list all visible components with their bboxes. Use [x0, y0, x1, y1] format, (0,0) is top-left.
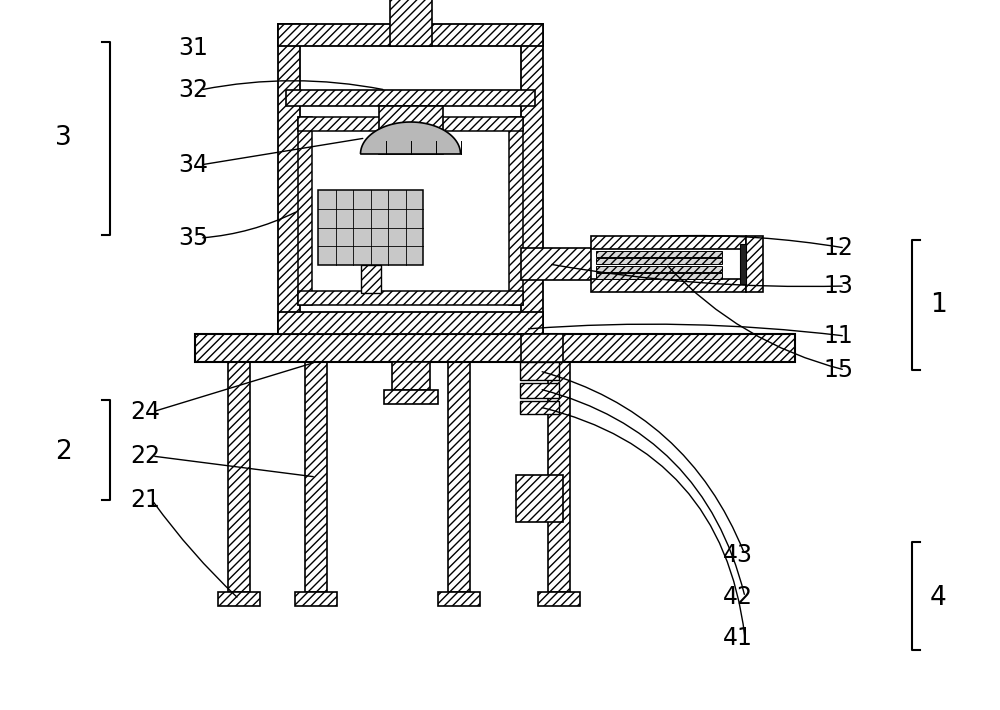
Bar — [305, 362, 327, 592]
Text: 4: 4 — [930, 585, 947, 611]
Text: 13: 13 — [823, 274, 853, 298]
Bar — [521, 24, 543, 334]
Bar — [278, 24, 543, 46]
Bar — [596, 258, 722, 264]
Bar — [596, 273, 722, 279]
Bar — [300, 46, 521, 312]
Bar — [538, 497, 541, 500]
Text: 31: 31 — [178, 36, 208, 60]
Bar — [521, 334, 563, 362]
Bar — [591, 249, 746, 279]
Bar — [740, 244, 746, 284]
Bar — [596, 251, 722, 256]
Bar — [596, 266, 722, 271]
Text: 22: 22 — [130, 444, 160, 468]
Text: 3: 3 — [55, 125, 72, 151]
Bar — [448, 362, 470, 592]
Bar — [298, 291, 523, 305]
Bar — [298, 117, 312, 305]
Text: 34: 34 — [178, 153, 208, 177]
Text: 43: 43 — [723, 543, 753, 567]
Bar — [298, 117, 523, 131]
Bar — [218, 592, 260, 606]
Bar — [378, 106, 442, 154]
Bar — [438, 592, 480, 606]
Text: 15: 15 — [823, 358, 853, 382]
Bar — [384, 390, 438, 404]
Bar — [195, 334, 795, 362]
Bar — [392, 362, 430, 390]
Bar — [521, 248, 591, 280]
Text: 1: 1 — [930, 292, 947, 318]
Text: 32: 32 — [178, 78, 208, 102]
Bar — [520, 401, 559, 414]
Bar — [520, 362, 559, 380]
Text: 12: 12 — [823, 236, 853, 260]
Bar — [520, 383, 559, 398]
Bar — [318, 190, 423, 265]
Bar — [509, 117, 523, 305]
Bar — [278, 312, 543, 334]
Bar — [746, 236, 763, 292]
Bar — [538, 592, 580, 606]
Bar — [295, 592, 337, 606]
Bar — [390, 0, 432, 46]
Bar — [591, 279, 746, 292]
Text: 42: 42 — [723, 585, 753, 609]
Text: 2: 2 — [55, 439, 72, 465]
Text: 24: 24 — [130, 400, 160, 424]
Text: 21: 21 — [130, 488, 160, 512]
Polygon shape — [360, 122, 460, 154]
Bar — [312, 131, 509, 291]
Bar — [591, 236, 746, 249]
Bar — [228, 362, 250, 592]
Bar — [278, 24, 300, 334]
Text: 11: 11 — [823, 324, 853, 348]
Bar — [360, 265, 380, 293]
Bar — [516, 475, 563, 522]
Bar — [286, 90, 535, 106]
Text: 41: 41 — [723, 626, 753, 650]
Text: 35: 35 — [178, 226, 208, 250]
Bar — [548, 362, 570, 592]
